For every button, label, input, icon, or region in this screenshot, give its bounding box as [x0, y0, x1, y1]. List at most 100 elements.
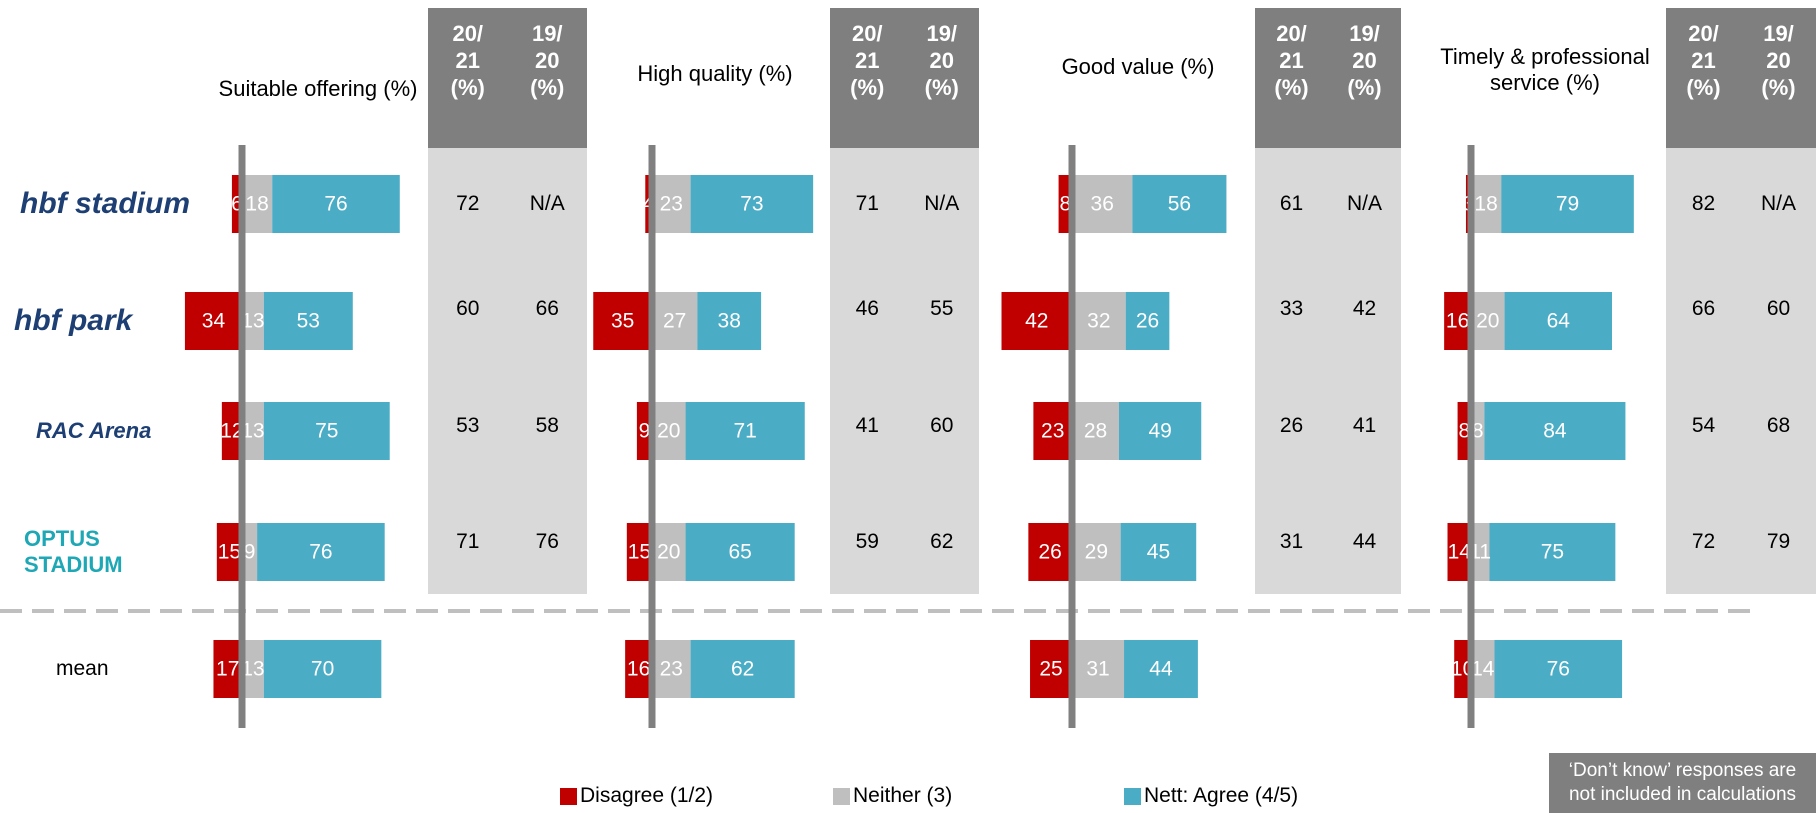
data-label: 12	[220, 420, 243, 443]
data-label: 42	[1025, 310, 1048, 333]
table-header	[830, 8, 979, 148]
data-label: 76	[1547, 658, 1570, 681]
bar-segment	[1444, 292, 1471, 350]
data-label: 13	[241, 310, 264, 333]
data-label: 38	[718, 310, 741, 333]
bar-segment	[1501, 175, 1634, 233]
table-cell: 72	[1691, 530, 1716, 553]
column-header: 19/ 20 (%)	[924, 21, 959, 100]
row-label: OPTUS STADIUM	[24, 526, 123, 577]
data-label: 6	[231, 193, 243, 216]
table-cell: N/A	[924, 192, 960, 215]
table-cell: 66	[535, 297, 559, 320]
table-cell: 79	[1766, 530, 1791, 553]
data-label: 79	[1556, 193, 1579, 216]
bar-segment	[626, 523, 652, 581]
data-label: 20	[657, 420, 680, 443]
bar-segment	[1471, 175, 1502, 233]
data-label: 62	[731, 658, 754, 681]
bar-segment	[1072, 292, 1126, 350]
column-header: 20/ 21 (%)	[1686, 21, 1721, 100]
legend-label: Disagree (1/2)	[580, 784, 714, 807]
table-cell: 71	[456, 530, 480, 553]
data-label: 65	[728, 541, 751, 564]
table-header	[1255, 8, 1401, 148]
bar-segment	[242, 523, 258, 581]
data-label: 20	[657, 541, 680, 564]
bar-segment	[1489, 523, 1616, 581]
bar-segment	[1125, 292, 1170, 350]
bar-segment	[221, 402, 242, 460]
legend-swatch	[1124, 787, 1141, 805]
row-label: mean	[56, 657, 109, 680]
data-label: 76	[324, 193, 347, 216]
bar-segment	[213, 640, 242, 698]
bar-segment	[690, 175, 814, 233]
table-cell: 82	[1691, 192, 1716, 215]
data-label: 73	[740, 193, 763, 216]
bar-segment	[1471, 523, 1490, 581]
bar-segment	[1471, 292, 1505, 350]
bar-segment	[1001, 292, 1072, 350]
bar-segment	[652, 523, 686, 581]
legend-item: Nett: Agree (4/5)	[1124, 784, 1298, 808]
bar-segment	[1033, 402, 1072, 460]
bar-segment	[1132, 175, 1227, 233]
data-label: 53	[297, 310, 320, 333]
data-label: 75	[315, 420, 338, 443]
data-label: 14	[1448, 541, 1472, 564]
column-header: 20/ 21 (%)	[850, 21, 885, 100]
data-label: 18	[245, 193, 268, 216]
data-label: 32	[1087, 310, 1110, 333]
bar-segment	[257, 523, 385, 581]
panel-title: Timely & professional service (%)	[1440, 44, 1650, 95]
data-label: 29	[1085, 541, 1108, 564]
bar-segment	[263, 402, 390, 460]
data-label: 18	[1474, 193, 1497, 216]
data-label: 25	[1039, 658, 1062, 681]
data-label: 71	[733, 420, 756, 443]
bar-segment	[690, 640, 795, 698]
bar-segment	[1494, 640, 1623, 698]
column-header: 19/ 20 (%)	[530, 21, 565, 100]
bar-segment	[242, 402, 264, 460]
table-cell: 42	[1352, 297, 1377, 320]
bar-segment	[685, 523, 795, 581]
data-label: 49	[1148, 420, 1171, 443]
table-cell: 72	[456, 192, 480, 215]
data-label: 15	[628, 541, 651, 564]
footnote: ‘Don’t know’ responses are not included …	[1549, 753, 1816, 813]
zero-axis	[1068, 145, 1076, 728]
table-body	[830, 148, 979, 594]
bar-segment	[593, 292, 652, 350]
table-cell: 58	[535, 414, 559, 437]
bar-segment	[1447, 523, 1471, 581]
data-label: 76	[309, 541, 332, 564]
data-label: 9	[639, 420, 651, 443]
data-label: 44	[1149, 658, 1173, 681]
data-label: 84	[1543, 420, 1567, 443]
data-label: 64	[1547, 310, 1571, 333]
panel-title: High quality (%)	[637, 61, 793, 86]
legend-item: Neither (3)	[833, 784, 952, 808]
data-label: 75	[1541, 541, 1564, 564]
data-label: 35	[611, 310, 634, 333]
table-cell: 53	[456, 414, 480, 437]
data-label: 31	[1086, 658, 1109, 681]
data-label: 23	[660, 658, 683, 681]
table-body	[428, 148, 587, 594]
data-label: 45	[1147, 541, 1170, 564]
zero-axis	[1467, 145, 1475, 728]
table-cell: 41	[855, 414, 879, 437]
bar-segment	[1028, 523, 1072, 581]
data-label: 9	[244, 541, 256, 564]
legend-item: Disagree (1/2)	[560, 784, 713, 808]
legend-label: Neither (3)	[853, 784, 953, 807]
bar-segment	[242, 175, 273, 233]
bar-segment	[652, 402, 686, 460]
column-header: 19/ 20 (%)	[1347, 21, 1382, 100]
data-label: 36	[1091, 193, 1114, 216]
bar-segment	[685, 402, 805, 460]
column-header: 20/ 21 (%)	[1274, 21, 1309, 100]
